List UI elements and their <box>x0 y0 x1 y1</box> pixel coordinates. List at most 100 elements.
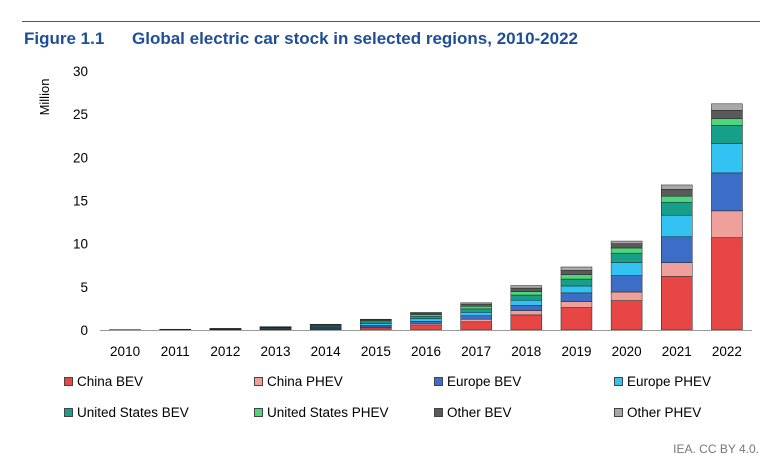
figure-title: Figure 1.1 Global electric car stock in s… <box>24 29 578 49</box>
x-tick-label: 2022 <box>712 344 742 359</box>
bar-segment <box>661 195 693 203</box>
bar-segment <box>410 325 442 331</box>
legend-swatch <box>254 377 263 386</box>
bar-segment <box>560 274 593 280</box>
bar-segment <box>610 240 643 244</box>
bar-segment <box>610 262 643 276</box>
bar-segment <box>560 278 593 287</box>
legend-label: Europe PHEV <box>627 374 712 389</box>
bar-segment <box>560 292 593 302</box>
bar-segment <box>460 308 492 313</box>
bar-segment <box>360 323 392 326</box>
bar-segment <box>460 303 492 307</box>
y-tick-label: 5 <box>80 280 88 295</box>
bar-segment <box>159 328 191 331</box>
x-tick-label: 2017 <box>461 344 491 359</box>
bar-segment <box>410 323 442 326</box>
legend-label: China PHEV <box>267 374 343 389</box>
bar-segment <box>711 110 743 119</box>
bar-segment <box>711 143 743 174</box>
bar-segment <box>360 325 392 328</box>
x-tick-label: 2012 <box>210 344 240 359</box>
x-tick-label: 2011 <box>161 344 190 359</box>
bar-segment <box>610 247 643 254</box>
source-credit: IEA. CC BY 4.0. <box>673 442 759 456</box>
bar-segment <box>460 312 492 317</box>
bar-segment <box>560 307 593 331</box>
legend-label: Other PHEV <box>627 405 702 420</box>
bar-segment <box>560 285 593 294</box>
bar-segment <box>711 172 743 212</box>
bar-segment <box>510 314 543 331</box>
legend-swatch <box>614 408 623 417</box>
legend-label: Other BEV <box>447 405 512 420</box>
bar-segment <box>610 252 643 263</box>
bar-segment <box>661 201 693 216</box>
x-tick-label: 2015 <box>361 344 391 359</box>
bar-segment <box>410 312 442 314</box>
bar-segment <box>661 276 693 331</box>
bar-segment <box>510 294 543 301</box>
x-tick-label: 2019 <box>561 344 591 359</box>
bar-segment <box>560 266 593 271</box>
bar-segment <box>410 314 442 317</box>
figure-title-text: Global electric car stock in selected re… <box>132 29 579 48</box>
bar-segment <box>661 214 693 238</box>
bar-segment <box>510 285 543 289</box>
legend-label: China BEV <box>77 374 144 389</box>
bar-segment <box>610 243 643 249</box>
legend-swatch <box>614 377 623 386</box>
legend-swatch <box>434 408 443 417</box>
bar-segment <box>711 210 743 238</box>
header-rule <box>22 21 760 22</box>
bar-segment <box>259 326 292 328</box>
bar-segment <box>460 306 492 310</box>
x-tick-label: 2014 <box>311 344 342 359</box>
legend-swatch <box>64 408 73 417</box>
bar-segment <box>360 321 392 324</box>
x-tick-label: 2018 <box>511 344 541 359</box>
legend-label: Europe BEV <box>447 374 522 389</box>
bar-segment <box>209 328 242 330</box>
x-tick-label: 2013 <box>261 344 291 359</box>
bar-segment <box>661 184 693 190</box>
bar-segment <box>360 327 392 331</box>
bar-segment <box>410 321 442 325</box>
bar-segment <box>410 318 442 322</box>
bar-segment <box>360 318 392 321</box>
bar-segment <box>460 321 492 331</box>
bar-segment <box>610 291 643 301</box>
x-tick-label: 2016 <box>411 344 441 359</box>
bar-segment <box>510 291 543 296</box>
y-tick-label: 15 <box>73 194 88 209</box>
bar-segment <box>661 262 693 277</box>
y-tick-label: 0 <box>80 323 88 338</box>
legend-swatch <box>254 408 263 417</box>
y-tick-label: 20 <box>73 150 88 165</box>
bar-segment <box>510 305 543 311</box>
bar-segment <box>560 270 593 275</box>
bar-segment <box>711 118 743 126</box>
y-tick-label: 25 <box>73 107 88 122</box>
y-tick-label: 30 <box>73 64 88 79</box>
bar-segment <box>410 315 442 320</box>
bar-segment <box>510 287 543 292</box>
bar-segment <box>560 301 593 308</box>
bar-segment <box>460 302 492 305</box>
legend-swatch <box>434 377 443 386</box>
bar-segment <box>510 299 543 306</box>
x-tick-label: 2020 <box>612 344 642 359</box>
x-tick-label: 2021 <box>662 344 692 359</box>
bar-segment <box>309 323 342 326</box>
bar-segment <box>510 310 543 316</box>
legend-label: United States BEV <box>77 405 189 420</box>
bar-segment <box>711 237 743 331</box>
bar-segment <box>661 236 693 263</box>
bar-segment <box>610 300 643 331</box>
bar-segment <box>460 318 492 323</box>
bar-segment <box>711 125 743 144</box>
bar-segment <box>610 275 643 293</box>
bar-segment <box>711 103 743 111</box>
legend-swatch <box>64 377 73 386</box>
